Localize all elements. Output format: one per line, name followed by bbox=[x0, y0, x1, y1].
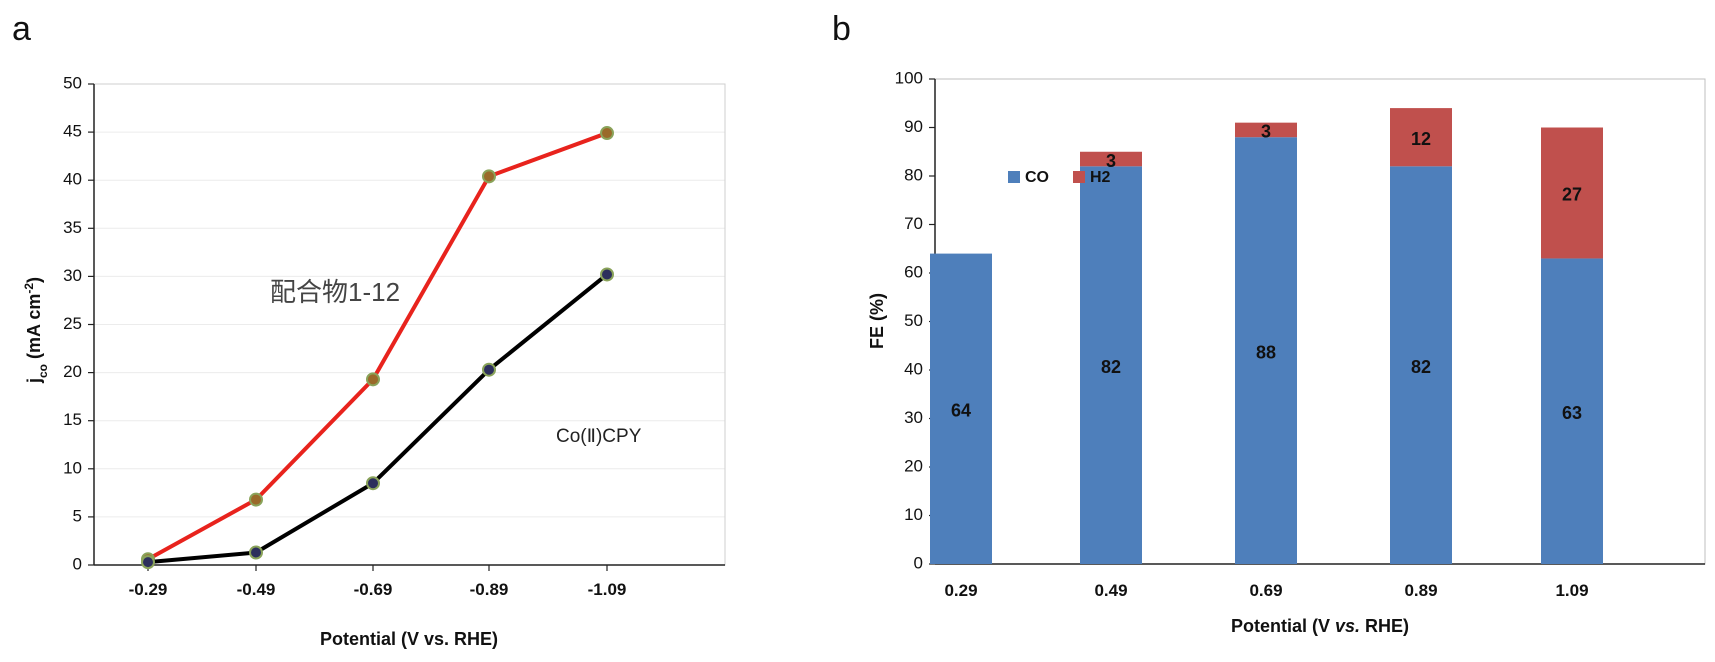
legend-label-h2: H2 bbox=[1090, 169, 1111, 186]
y-tick-label: 100 bbox=[895, 68, 923, 87]
y-tick-label: 10 bbox=[904, 505, 923, 524]
bar-value-label: 27 bbox=[1562, 185, 1582, 205]
annotation-complex: 配合物1-12 bbox=[270, 277, 400, 307]
legend-swatch-h2 bbox=[1073, 171, 1085, 183]
series-1-point bbox=[250, 546, 262, 558]
panel-b-y-axis-title: FE (%) bbox=[867, 293, 887, 349]
xlabel-post: RHE) bbox=[1360, 616, 1409, 636]
bar-value-label: 3 bbox=[1261, 122, 1271, 142]
series-1-point bbox=[367, 477, 379, 489]
y-tick-label: 40 bbox=[63, 170, 82, 189]
series-0-point bbox=[367, 373, 379, 385]
ylabel-close: ) bbox=[24, 277, 44, 283]
ylabel-sub: co bbox=[36, 364, 50, 378]
panel-b-x-ticks: 0.29 0.49 0.69 0.89 1.09 bbox=[944, 581, 1588, 600]
series-1-point bbox=[601, 268, 613, 280]
x-tick-label: 0.89 bbox=[1404, 581, 1437, 600]
x-tick-label: -0.69 bbox=[354, 580, 393, 599]
y-tick-label: 35 bbox=[63, 218, 82, 237]
panel-a-y-axis-title: jco (mA cm-2) bbox=[22, 277, 50, 384]
legend-label-co: CO bbox=[1025, 169, 1049, 186]
series-0-point bbox=[250, 494, 262, 506]
bar-value-label: 63 bbox=[1562, 403, 1582, 423]
x-tick-label: 1.09 bbox=[1555, 581, 1588, 600]
x-tick-label: -1.09 bbox=[588, 580, 627, 599]
series-line-0 bbox=[148, 133, 607, 559]
bar-value-label: 64 bbox=[951, 401, 971, 421]
panel-a-x-ticks: -0.29 -0.49 -0.69 -0.89 -1.09 bbox=[129, 565, 627, 599]
panel-b-legend: CO H2 bbox=[1008, 169, 1111, 186]
legend-swatch-co bbox=[1008, 171, 1020, 183]
xlabel-pre: Potential (V bbox=[1231, 616, 1335, 636]
series-1-point bbox=[483, 364, 495, 376]
series-1-point bbox=[142, 556, 154, 568]
panel-letter-b: b bbox=[832, 10, 851, 48]
y-tick-label: 20 bbox=[904, 456, 923, 475]
series-0-point bbox=[483, 170, 495, 182]
annotation-cocpy: Co(Ⅱ)CPY bbox=[556, 426, 642, 447]
y-tick-label: 50 bbox=[63, 73, 82, 92]
panel-b-y-ticks: 0 10 20 30 40 50 60 70 80 90 100 bbox=[895, 68, 935, 572]
x-tick-label: 0.29 bbox=[944, 581, 977, 600]
x-tick-label: 0.49 bbox=[1094, 581, 1127, 600]
y-tick-label: 25 bbox=[63, 314, 82, 333]
y-tick-label: 50 bbox=[904, 311, 923, 330]
panel-a-gridlines bbox=[94, 84, 725, 517]
panel-a-series bbox=[142, 127, 613, 568]
x-tick-label: -0.89 bbox=[470, 580, 509, 599]
x-tick-label: -0.49 bbox=[237, 580, 276, 599]
bar-value-label: 88 bbox=[1256, 342, 1276, 362]
panel-a-y-ticks: 0 5 10 15 20 25 30 35 40 45 50 bbox=[63, 73, 94, 573]
bar-value-label: 12 bbox=[1411, 129, 1431, 149]
panel-a-x-axis-title: Potential (V vs. RHE) bbox=[320, 629, 498, 649]
bar-value-label: 82 bbox=[1411, 357, 1431, 377]
y-tick-label: 10 bbox=[63, 458, 82, 477]
y-tick-label: 45 bbox=[63, 122, 82, 141]
panel-letter-a: a bbox=[12, 10, 31, 48]
y-tick-label: 90 bbox=[904, 117, 923, 136]
y-tick-label: 0 bbox=[914, 553, 923, 572]
bar-value-label: 82 bbox=[1101, 357, 1121, 377]
bar-value-label: 3 bbox=[1106, 151, 1116, 171]
y-tick-label: 15 bbox=[63, 410, 82, 429]
y-tick-label: 40 bbox=[904, 359, 923, 378]
panel-b: b 0 10 20 30 40 50 60 70 80 90 100 64 82 3 88 3 82 12 63 2… bbox=[832, 10, 1705, 636]
y-tick-label: 30 bbox=[904, 408, 923, 427]
y-tick-label: 20 bbox=[63, 362, 82, 381]
y-tick-label: 60 bbox=[904, 262, 923, 281]
y-tick-label: 80 bbox=[904, 165, 923, 184]
xlabel-italic: vs. bbox=[1335, 616, 1360, 636]
y-tick-label: 5 bbox=[73, 506, 82, 525]
ylabel-rest: (mA cm bbox=[24, 294, 44, 364]
ylabel-sup: -2 bbox=[22, 283, 36, 294]
series-0-point bbox=[601, 127, 613, 139]
x-tick-label: 0.69 bbox=[1249, 581, 1282, 600]
y-tick-label: 0 bbox=[73, 554, 82, 573]
y-tick-label: 70 bbox=[904, 214, 923, 233]
x-tick-label: -0.29 bbox=[129, 580, 168, 599]
y-tick-label: 30 bbox=[63, 266, 82, 285]
panel-a: a 05101520253035404550 -0.29-0.49-0.69-0… bbox=[12, 10, 725, 649]
panel-b-x-axis-title: Potential (V vs. RHE) bbox=[1231, 616, 1409, 636]
